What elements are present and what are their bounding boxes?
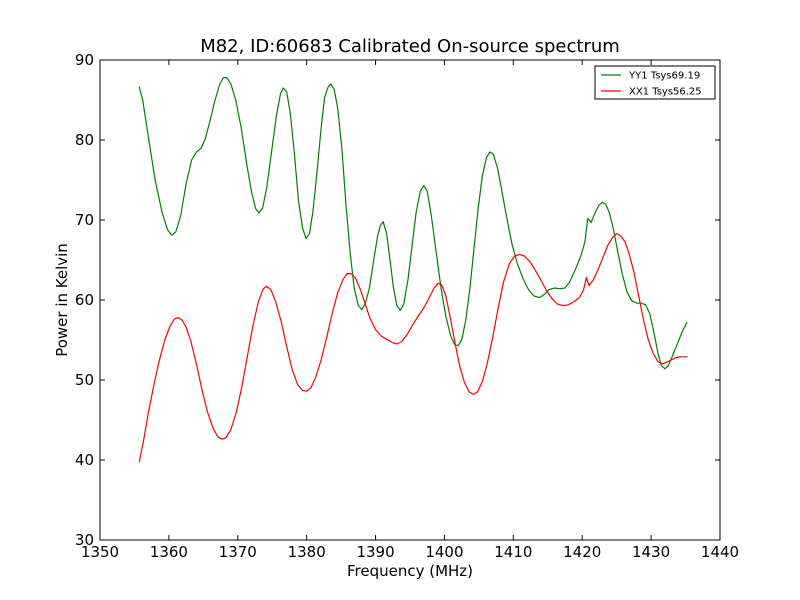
- x-tick-label: 1360: [150, 543, 188, 561]
- x-tick-label: 1420: [563, 543, 601, 561]
- x-tick-label: 1370: [219, 543, 257, 561]
- x-axis-label: Frequency (MHz): [347, 562, 473, 580]
- chart-title: M82, ID:60683 Calibrated On-source spect…: [200, 36, 620, 57]
- y-tick-label: 50: [75, 371, 94, 389]
- y-tick-label: 80: [75, 131, 94, 149]
- y-tick-label: 90: [75, 51, 94, 69]
- x-tick-label: 1400: [425, 543, 463, 561]
- x-tick-label: 1430: [632, 543, 670, 561]
- x-tick-label: 1390: [356, 543, 394, 561]
- legend-label-xx1: XX1 Tsys56.25: [629, 87, 702, 98]
- x-tick-label: 1380: [288, 543, 326, 561]
- y-tick-label: 70: [75, 211, 94, 229]
- series-line-yy1: [138, 77, 688, 370]
- x-tick-label: 1440: [701, 543, 739, 561]
- legend: YY1 Tsys69.19 XX1 Tsys56.25: [594, 65, 716, 100]
- x-tick-label: 1410: [494, 543, 532, 561]
- legend-label-yy1: YY1 Tsys69.19: [628, 71, 700, 82]
- y-tick-label: 30: [75, 531, 94, 549]
- y-axis-ticks: 30 40 50 60 70 80 90: [75, 51, 720, 549]
- y-tick-label: 60: [75, 291, 94, 309]
- series-group: [138, 77, 688, 463]
- legend-box: [594, 65, 716, 100]
- y-axis-label: Power in Kelvin: [53, 243, 71, 357]
- plot-area: 1350 1360 1370 1380 1390 1400 1410 1420 1430 1440…: [75, 51, 739, 561]
- x-tick-label: 1350: [81, 543, 119, 561]
- series-line-xx1: [138, 233, 688, 463]
- y-tick-label: 40: [75, 451, 94, 469]
- x-axis-ticks: 1350 1360 1370 1380 1390 1400 1410 1420 1430 1440: [81, 60, 739, 561]
